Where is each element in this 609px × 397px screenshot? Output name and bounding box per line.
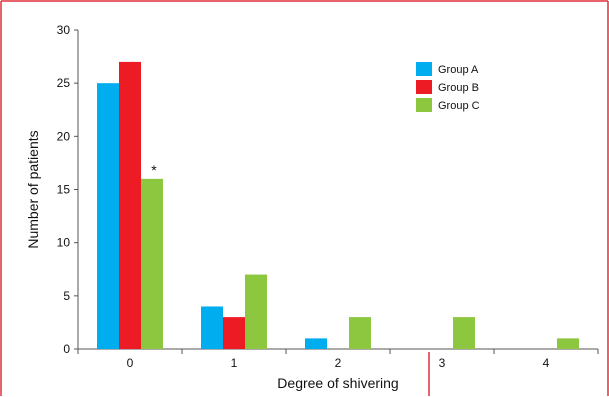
y-tick-label: 20 [57, 129, 71, 143]
axes: 0 5 10 15 20 25 30 0 1 2 3 4 [57, 23, 599, 370]
y-tick-label: 15 [57, 183, 71, 197]
bar-group-a-cat-0 [97, 83, 119, 350]
bar-group-c-cat-1 [245, 274, 267, 349]
legend-swatch-group-b [416, 80, 432, 94]
bars [97, 61, 579, 350]
x-tick-label: 0 [127, 356, 134, 370]
y-tick-label: 25 [57, 76, 71, 90]
y-tick-label: 10 [57, 236, 71, 250]
significance-marker: * [151, 162, 157, 178]
bar-group-c-cat-3 [453, 317, 475, 349]
bar-group-b-cat-0 [119, 61, 141, 350]
annotations: * [151, 162, 157, 178]
x-tick-label: 3 [439, 356, 446, 370]
legend-swatch-group-c [416, 98, 432, 112]
legend-label-group-b: Group B [438, 82, 479, 94]
y-tick-label: 5 [63, 289, 70, 303]
bar-group-c-cat-0 [141, 178, 163, 349]
legend-swatch-group-a [416, 62, 432, 76]
legend: Group A Group B Group C [416, 62, 480, 112]
legend-label-group-c: Group C [438, 100, 480, 112]
y-tick-label: 0 [63, 342, 70, 356]
bar-group-a-cat-2 [305, 338, 327, 349]
x-axis-label: Degree of shivering [277, 375, 398, 391]
bar-group-c-cat-2 [349, 317, 371, 349]
bar-group-c-cat-4 [557, 338, 579, 349]
x-tick-label: 1 [231, 356, 238, 370]
x-tick-label: 4 [543, 356, 550, 370]
bar-group-b-cat-1 [223, 317, 245, 349]
x-tick-label: 2 [335, 356, 342, 370]
bar-group-a-cat-1 [201, 306, 223, 349]
legend-label-group-a: Group A [438, 64, 479, 76]
y-axis-label: Number of patients [25, 130, 41, 248]
y-tick-label: 30 [57, 23, 71, 37]
